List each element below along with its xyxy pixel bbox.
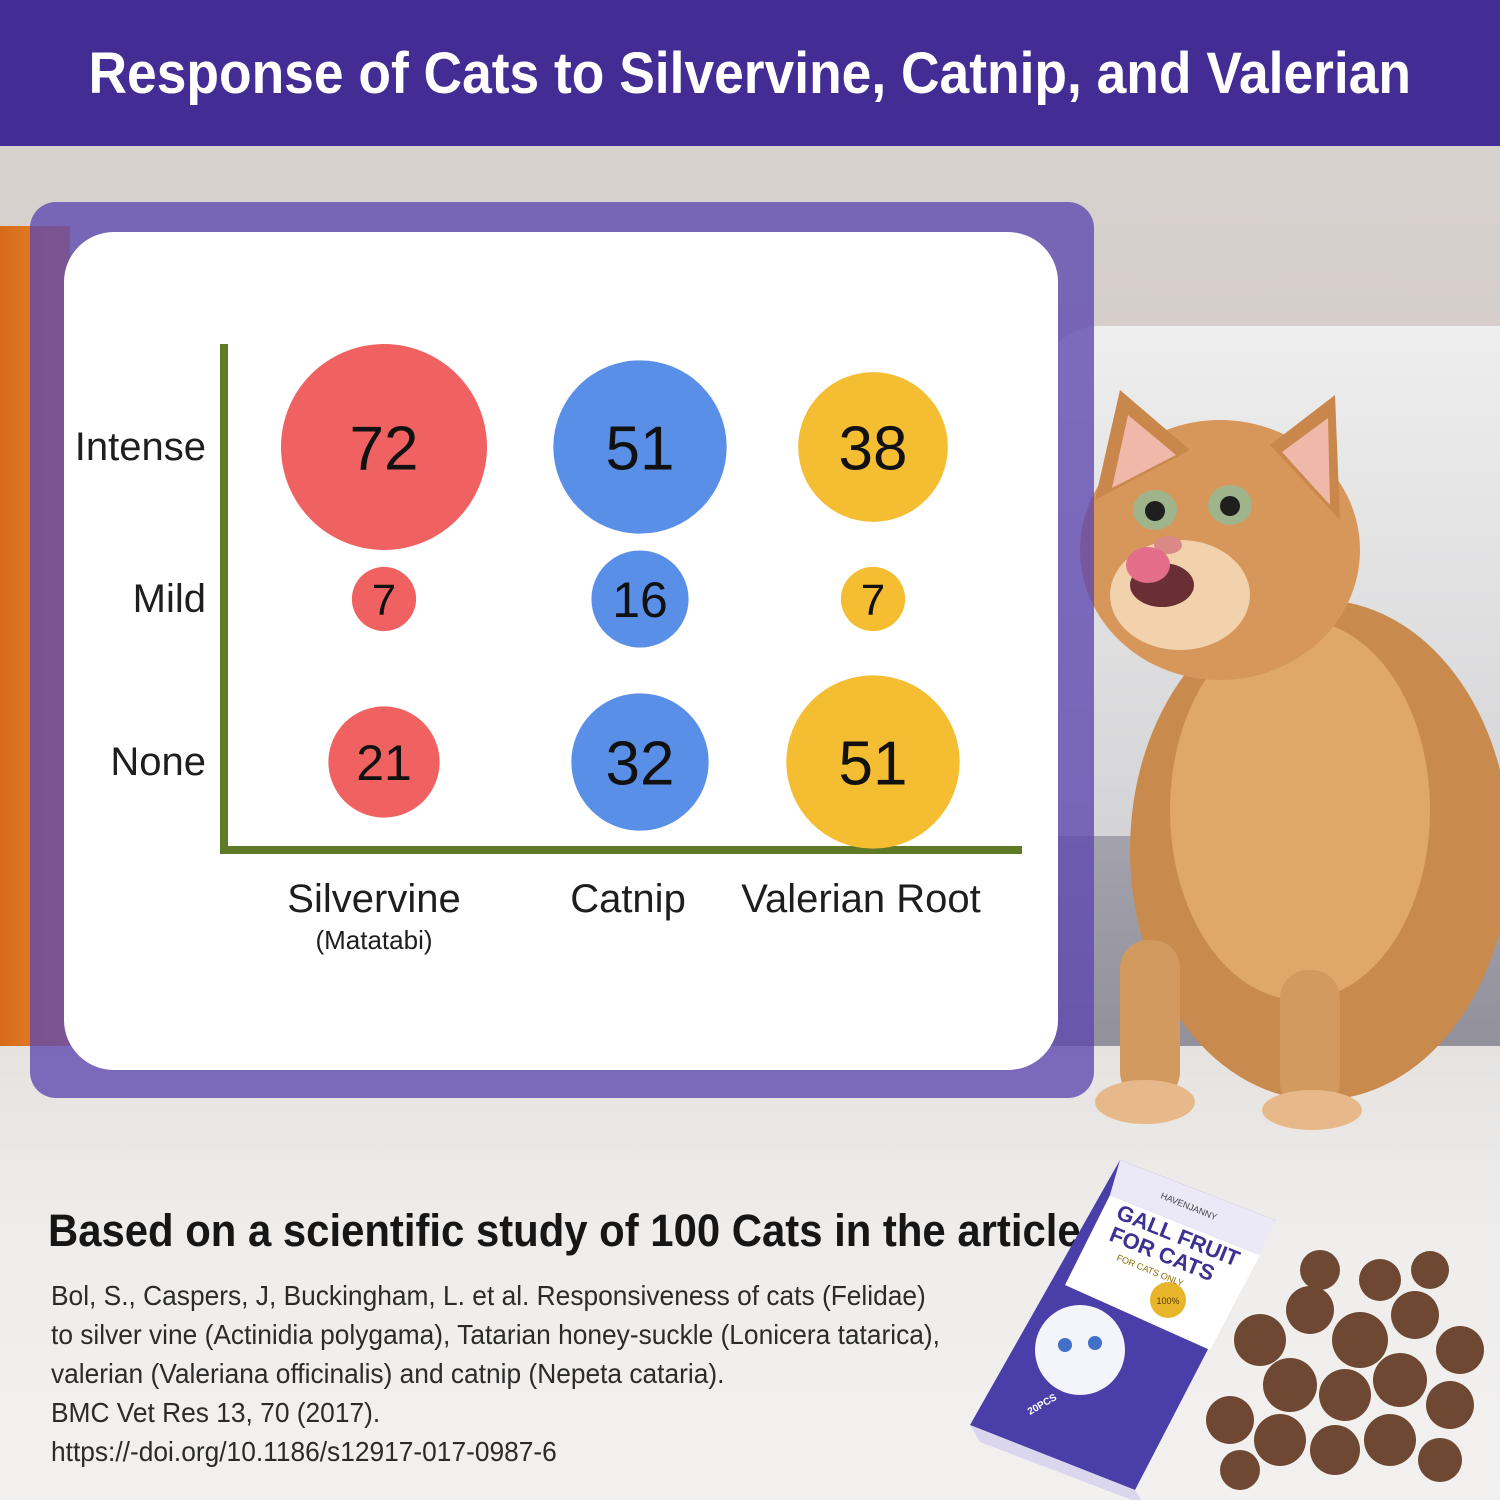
column-label-valerian-root: Valerian Root	[741, 877, 980, 921]
bubble-value-label: 51	[606, 414, 675, 483]
row-label-mild: Mild	[133, 577, 206, 621]
bubble-value-label: 32	[606, 729, 675, 798]
row-label-intense: Intense	[75, 425, 206, 469]
row-labels: Intense Mild None	[75, 425, 206, 784]
seal-icon	[1150, 1282, 1186, 1318]
bubble-catnip-intense	[553, 360, 727, 534]
bubble-catnip-none	[571, 693, 709, 831]
citation-line: Bol, S., Caspers, J, Buckingham, L. et a…	[51, 1280, 926, 1311]
bubble-value-label: 7	[372, 576, 396, 625]
bubble-valerian-root-none	[786, 675, 960, 849]
bubble-silvervine-mild	[351, 566, 417, 632]
bubble-value-label: 38	[839, 414, 908, 483]
column-labels: Silvervine (Matatabi) Catnip Valerian Root	[287, 877, 980, 955]
study-heading: Based on a scientific study of 100 Cats …	[48, 1205, 1095, 1256]
column-label-catnip: Catnip	[570, 877, 686, 921]
bubble-value-label: 21	[356, 735, 412, 791]
chart-bubbles: 72 7 21 51 16 32 38 7 51	[281, 344, 960, 849]
chart-panel	[64, 232, 1058, 1070]
bubble-catnip-mild	[591, 550, 689, 648]
row-label-none: None	[110, 740, 206, 784]
header-banner: Response of Cats to Silvervine, Catnip, …	[0, 0, 1500, 146]
bubble-value-label: 7	[861, 576, 885, 625]
citation-line: to silver vine (Actinidia polygama), Tat…	[51, 1319, 940, 1350]
column-sublabel: (Matatabi)	[315, 925, 432, 955]
gall-fruit-pile	[1206, 1250, 1484, 1490]
product-image: 100% HAVENJANNY GALL FRUIT FOR CATS FOR …	[970, 1160, 1484, 1500]
page-title: Response of Cats to Silvervine, Catnip, …	[88, 40, 1412, 106]
bubble-value-label: 16	[612, 572, 668, 628]
citation-line: valerian (Valeriana officinalis) and cat…	[51, 1358, 725, 1389]
product-seal: 100%	[1156, 1296, 1179, 1306]
citation-doi: https://-doi.org/10.1186/s12917-017-0987…	[51, 1436, 557, 1467]
bubble-value-label: 51	[839, 729, 908, 798]
chart-axes	[220, 344, 1022, 854]
bubble-valerian-root-intense	[798, 372, 948, 522]
bubble-silvervine-none	[328, 706, 440, 818]
bubble-valerian-root-mild	[840, 566, 906, 632]
column-label-silvervine: Silvervine	[287, 877, 460, 921]
citation-block: Bol, S., Caspers, J, Buckingham, L. et a…	[51, 1276, 971, 1471]
citation-line: BMC Vet Res 13, 70 (2017).	[51, 1397, 381, 1428]
kitten-graphic	[1035, 1305, 1125, 1395]
bubble-silvervine-intense	[281, 344, 487, 550]
bubble-value-label: 72	[350, 414, 419, 483]
cat-illustration	[1080, 390, 1500, 1130]
bubble-chart: Intense Mild None 72 7 21 51 16 32 38 7 51 Silverv…	[75, 344, 1022, 955]
